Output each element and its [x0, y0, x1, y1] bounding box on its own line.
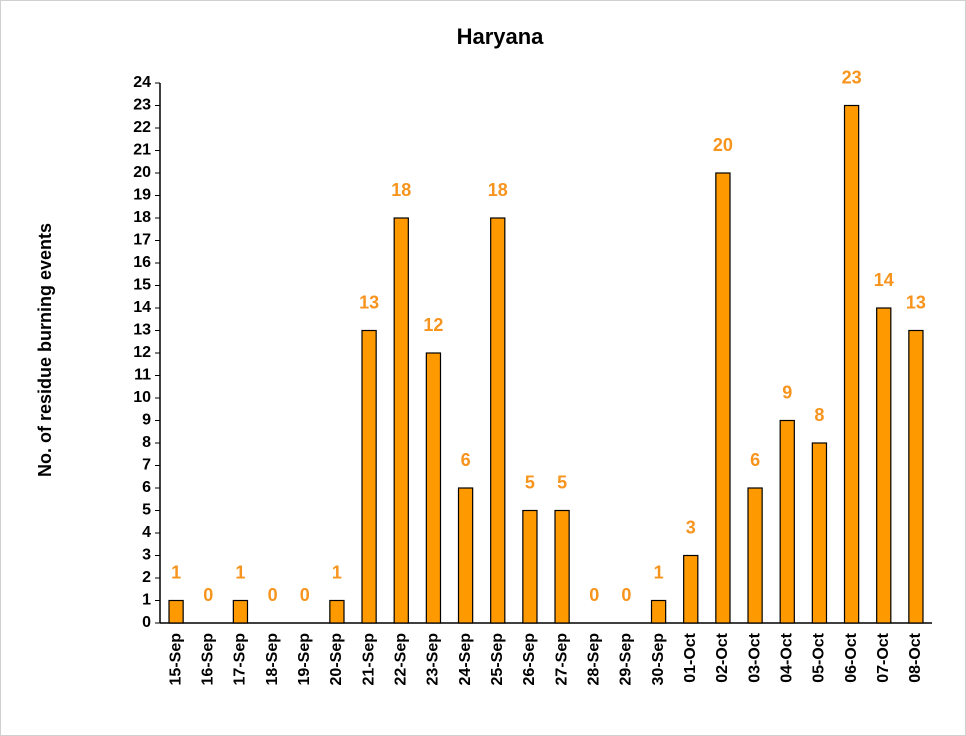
y-tick-label: 4	[142, 524, 151, 541]
data-label: 1	[171, 562, 181, 582]
bar	[457, 487, 474, 624]
bar	[908, 329, 924, 624]
data-label: 0	[300, 585, 310, 605]
x-tick-label: 26-Sep	[521, 633, 538, 686]
y-tick-label: 14	[133, 299, 151, 316]
y-tick-label: 5	[142, 502, 151, 519]
data-label: 3	[686, 517, 696, 537]
y-tick-label: 13	[133, 322, 151, 339]
data-label: 23	[842, 67, 862, 87]
bar	[779, 419, 795, 624]
x-tick-label: 22-Sep	[392, 633, 409, 686]
y-tick-label: 20	[133, 164, 151, 181]
y-tick-label: 7	[142, 457, 151, 474]
x-tick-label: 08-Oct	[907, 632, 924, 682]
bar	[232, 599, 249, 624]
bar	[554, 509, 570, 624]
bar	[843, 104, 860, 624]
y-tick-label: 10	[133, 389, 151, 406]
x-tick-label: 04-Oct	[778, 632, 795, 682]
x-tick-label: 27-Sep	[553, 633, 570, 686]
data-label: 0	[589, 585, 599, 605]
x-tick-label: 28-Sep	[585, 633, 602, 686]
x-tick-label: 20-Sep	[328, 633, 345, 686]
x-tick-label: 03-Oct	[746, 632, 763, 682]
y-tick-label: 23	[133, 97, 151, 114]
y-tick-label: 17	[133, 232, 151, 249]
bar	[361, 329, 377, 624]
x-tick-label: 19-Sep	[296, 633, 313, 686]
y-tick-label: 16	[133, 254, 151, 271]
y-tick-label: 24	[133, 74, 151, 91]
bar	[715, 172, 731, 624]
data-label: 6	[750, 450, 760, 470]
y-tick-label: 1	[142, 592, 151, 609]
y-tick-label: 11	[134, 367, 151, 384]
bar	[747, 487, 763, 624]
data-label: 9	[782, 382, 792, 402]
data-label: 20	[713, 135, 733, 155]
bar	[168, 599, 184, 624]
x-tick-label: 06-Oct	[843, 632, 860, 682]
x-tick-label: 30-Sep	[650, 633, 667, 686]
data-label: 18	[391, 180, 411, 200]
y-tick-label: 12	[133, 344, 151, 361]
data-label: 1	[654, 562, 664, 582]
x-tick-label: 24-Sep	[457, 633, 474, 686]
y-tick-label: 0	[142, 614, 151, 631]
bar	[683, 554, 699, 624]
data-label: 12	[423, 315, 443, 335]
y-tick-label: 9	[142, 412, 151, 429]
bar	[876, 307, 892, 624]
x-tick-label: 23-Sep	[425, 633, 442, 686]
bar	[650, 599, 667, 624]
data-label: 6	[461, 450, 471, 470]
x-tick-label: 15-Sep	[167, 633, 184, 686]
y-tick-label: 2	[142, 569, 151, 586]
y-tick-label: 8	[142, 434, 151, 451]
data-label: 1	[235, 562, 245, 582]
data-label: 13	[359, 292, 379, 312]
data-label: 0	[203, 585, 213, 605]
y-tick-label: 19	[133, 187, 151, 204]
data-label: 1	[332, 562, 342, 582]
x-tick-label: 17-Sep	[232, 633, 249, 686]
bar	[329, 599, 345, 624]
data-label: 0	[268, 585, 278, 605]
x-tick-label: 25-Sep	[489, 633, 506, 686]
y-axis-label: No. of residue burning events	[35, 223, 55, 477]
data-label: 5	[557, 472, 567, 492]
data-label: 14	[874, 270, 894, 290]
y-tick-label: 6	[142, 479, 151, 496]
y-tick-label: 15	[133, 277, 151, 294]
data-label: 0	[621, 585, 631, 605]
x-tick-label: 02-Oct	[714, 632, 731, 682]
x-tick-label: 01-Oct	[682, 632, 699, 682]
x-tick-label: 21-Sep	[360, 633, 377, 686]
y-tick-label: 21	[133, 142, 151, 159]
y-tick-label: 3	[142, 547, 151, 564]
chart-title: Haryana	[457, 24, 545, 49]
x-tick-label: 07-Oct	[875, 632, 892, 682]
bar	[393, 217, 409, 624]
x-tick-label: 16-Sep	[199, 633, 216, 686]
data-label: 18	[488, 180, 508, 200]
bar	[811, 442, 828, 624]
y-tick-label: 22	[133, 119, 151, 136]
bar	[522, 509, 538, 624]
y-tick-label: 18	[133, 209, 151, 226]
data-label: 8	[814, 405, 824, 425]
data-label: 13	[906, 292, 926, 312]
bar	[490, 217, 506, 624]
x-tick-label: 29-Sep	[618, 633, 635, 686]
data-label: 5	[525, 472, 535, 492]
x-tick-label: 18-Sep	[264, 633, 281, 686]
x-tick-label: 05-Oct	[811, 632, 828, 682]
bar	[425, 352, 442, 624]
